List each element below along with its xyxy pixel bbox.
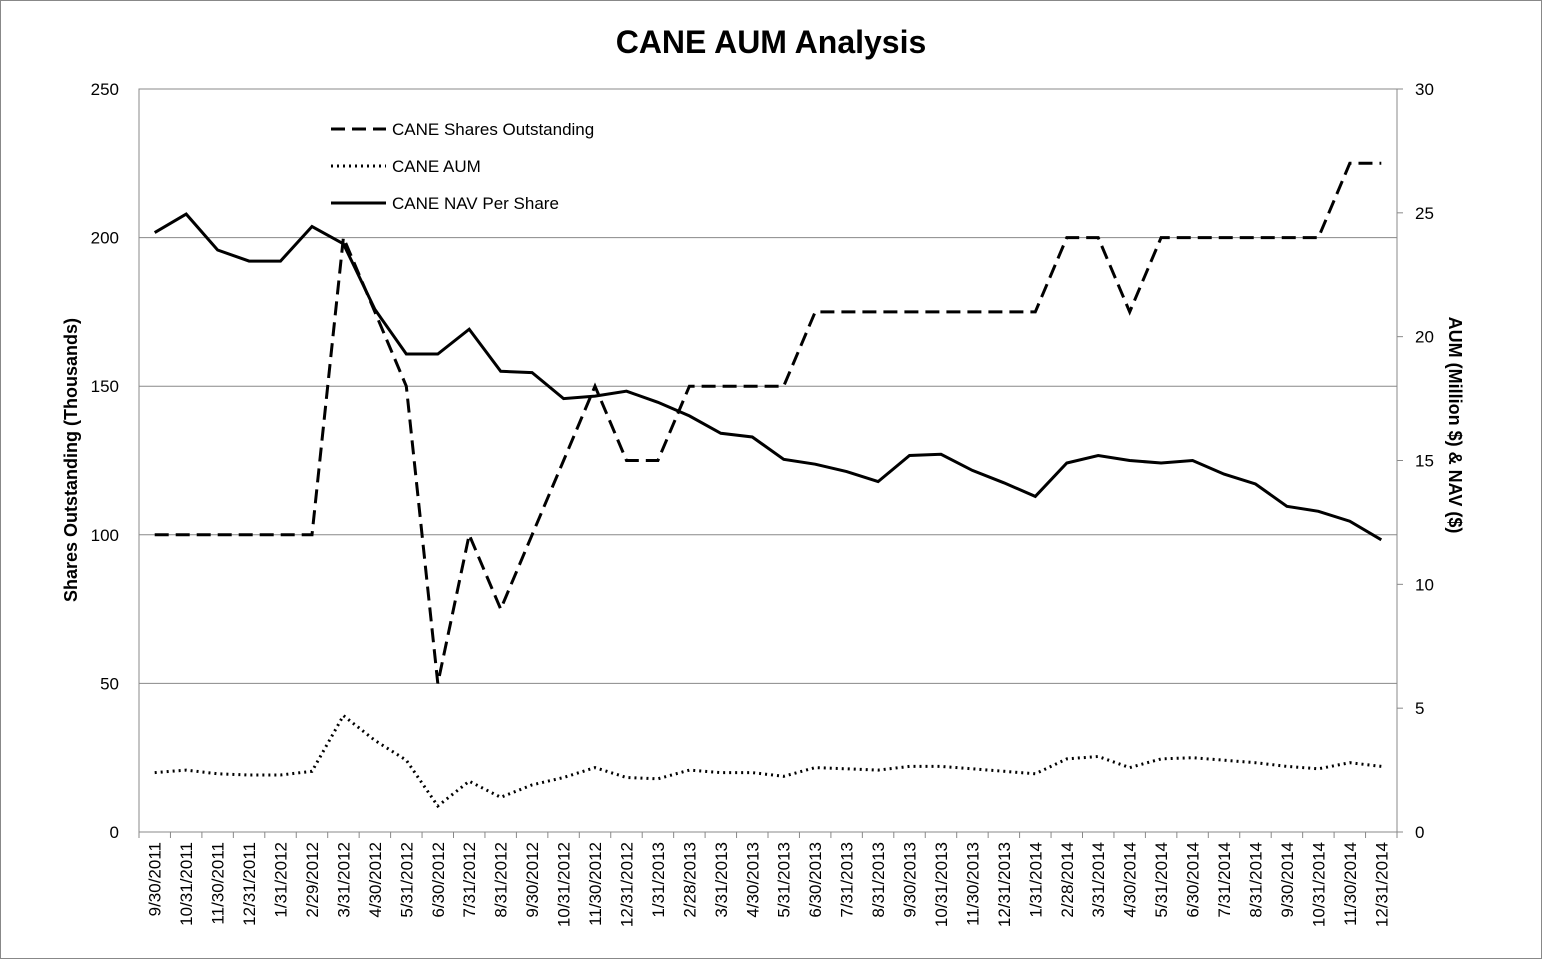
x-tick-label: 9/30/2011 — [146, 842, 165, 916]
x-tick-label: 6/30/2013 — [806, 842, 825, 918]
x-tick-label: 3/31/2013 — [712, 842, 731, 918]
x-tick-label: 11/30/2014 — [1341, 842, 1360, 926]
y-tick-label-right: 5 — [1415, 699, 1424, 718]
x-tick-label: 1/31/2014 — [1026, 842, 1045, 918]
series-lines — [153, 161, 1383, 809]
x-tick-label: 9/30/2012 — [523, 842, 542, 918]
x-tick-label: 6/30/2014 — [1184, 842, 1203, 918]
x-tick-label: 9/30/2013 — [901, 842, 920, 918]
legend-label: CANE NAV Per Share — [392, 194, 559, 213]
x-tick-label: 1/31/2012 — [272, 842, 291, 918]
x-tick-label: 4/30/2012 — [366, 842, 385, 918]
x-tick-label: 1/31/2013 — [649, 842, 668, 918]
x-tick-label: 11/30/2011 — [209, 842, 228, 925]
x-tick-label: 2/29/2012 — [303, 842, 322, 918]
y-tick-label-left: 200 — [91, 229, 119, 248]
x-tick-label: 10/31/2011 — [177, 842, 196, 926]
x-tick-label: 10/31/2014 — [1309, 842, 1328, 927]
x-tick-label: 12/31/2012 — [617, 842, 636, 927]
x-tick-label: 5/31/2013 — [775, 842, 794, 918]
x-tick-label: 12/31/2013 — [995, 842, 1014, 927]
x-tick-label: 11/30/2013 — [963, 842, 982, 926]
x-tick-label: 3/31/2012 — [334, 842, 353, 918]
x-tick-label: 2/28/2013 — [680, 842, 699, 918]
plot-area-border — [138, 88, 1398, 833]
y-tick-label-left: 100 — [91, 526, 119, 545]
x-tick-label: 3/31/2014 — [1089, 842, 1108, 918]
y-tick-label-right: 30 — [1415, 80, 1434, 99]
x-tick-label: 7/31/2014 — [1215, 842, 1234, 918]
y-tick-label-left: 0 — [110, 823, 119, 842]
x-tick-label: 7/31/2012 — [460, 842, 479, 918]
x-tick-label: 10/31/2012 — [555, 842, 574, 927]
x-tick-label: 5/31/2014 — [1152, 842, 1171, 918]
x-tick-label: 8/31/2013 — [869, 842, 888, 918]
y-tick-label-left: 250 — [91, 80, 119, 99]
series-line-cane-nav-per-share — [153, 212, 1383, 542]
x-tick-label: 2/28/2014 — [1058, 842, 1077, 918]
x-tick-label: 4/30/2013 — [743, 842, 762, 918]
y-tick-label-left: 150 — [91, 377, 119, 396]
x-tick-label: 12/31/2011 — [240, 842, 259, 926]
x-tick-label: 6/30/2012 — [429, 842, 448, 918]
series-line-cane-aum — [154, 713, 1382, 809]
x-tick-label: 4/30/2014 — [1121, 842, 1140, 918]
x-tick-label: 5/31/2012 — [397, 842, 416, 918]
y-tick-label-right: 20 — [1415, 328, 1434, 347]
legend-label: CANE Shares Outstanding — [392, 120, 594, 139]
y-axis-label-left: Shares Outstanding (Thousands) — [61, 318, 81, 602]
x-tick-label: 11/30/2012 — [586, 842, 605, 926]
y-tick-label-right: 15 — [1415, 452, 1434, 471]
x-tick-label: 7/31/2013 — [838, 842, 857, 918]
y-tick-label-left: 50 — [100, 674, 119, 693]
x-tick-label: 12/31/2014 — [1372, 842, 1391, 927]
axis-ticks: 0 50 100 150 200 250 0 5 10 15 20 25 30 9/30/2011 10/3… — [91, 80, 1434, 927]
y-tick-label-right: 0 — [1415, 823, 1424, 842]
y-tick-label-right: 10 — [1415, 575, 1434, 594]
y-axis-label-right: AUM (Million $) & NAV ($) — [1445, 317, 1465, 534]
x-tick-label: 10/31/2013 — [932, 842, 951, 927]
x-tick-label: 8/31/2012 — [492, 842, 511, 918]
x-tick-label: 8/31/2014 — [1246, 842, 1265, 918]
legend: CANE Shares Outstanding CANE AUM CANE NAV … — [331, 120, 594, 213]
chart-title: CANE AUM Analysis — [616, 24, 927, 60]
y-tick-label-right: 25 — [1415, 204, 1434, 223]
x-tick-label: 9/30/2014 — [1278, 842, 1297, 918]
legend-label: CANE AUM — [392, 157, 481, 176]
